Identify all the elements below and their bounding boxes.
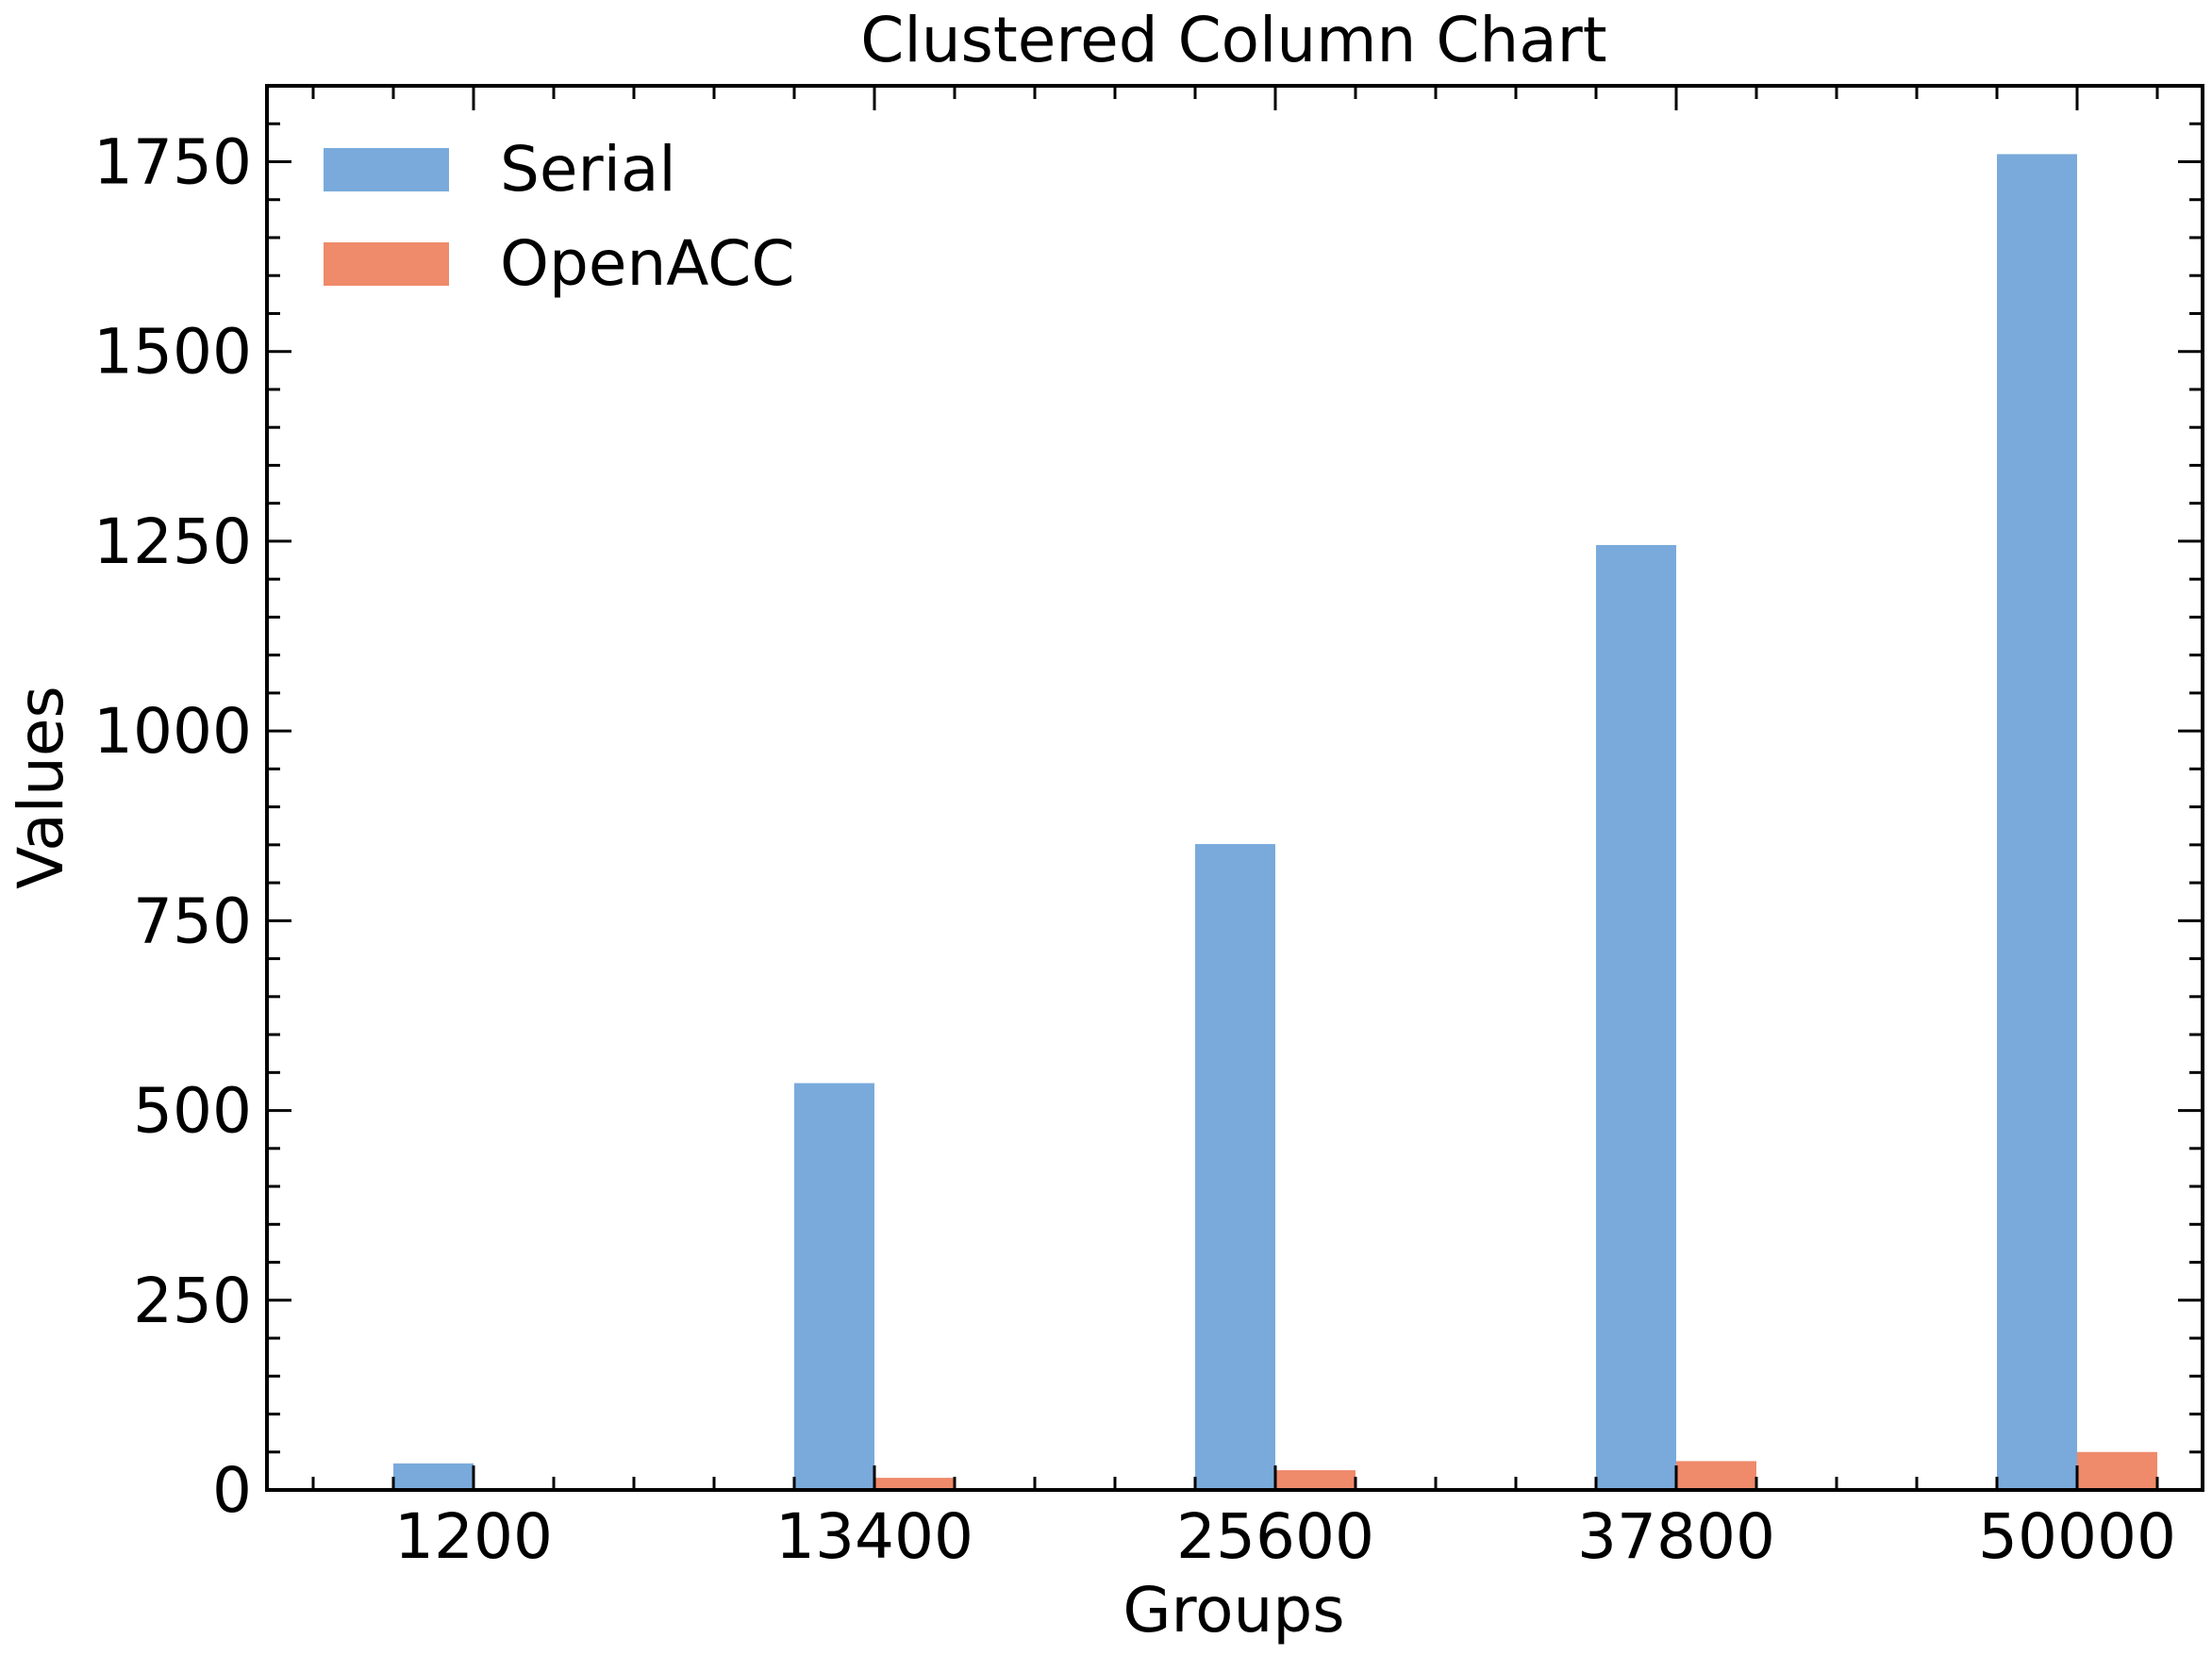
bar-openacc-37800 (1676, 1461, 1756, 1490)
legend-label-openacc: OpenACC (500, 227, 794, 300)
bar-openacc-13400 (874, 1478, 955, 1490)
legend: Serial OpenACC (324, 133, 794, 300)
x-axis-label: Groups (1123, 1574, 1344, 1647)
bar-serial-37800 (1596, 544, 1676, 1490)
plot-frame (265, 84, 2204, 1492)
bar-serial-1200 (393, 1463, 474, 1490)
bar-serial-50000 (1997, 154, 2077, 1490)
bar-openacc-50000 (2077, 1451, 2157, 1490)
legend-label-serial: Serial (500, 133, 676, 206)
chart-title: Clustered Column Chart (860, 4, 1606, 76)
y-axis-label: Values (5, 686, 77, 889)
bar-serial-13400 (794, 1083, 874, 1490)
y-tick-label: 500 (133, 1075, 252, 1148)
y-tick-label: 0 (212, 1454, 252, 1527)
y-tick-label: 750 (133, 885, 252, 957)
legend-swatch-openacc (324, 242, 449, 286)
y-tick-label: 1500 (93, 316, 252, 389)
legend-swatch-serial (324, 148, 449, 191)
bar-serial-25600 (1195, 844, 1275, 1490)
x-tick-label: 50000 (1978, 1500, 2176, 1573)
x-tick-label: 13400 (775, 1500, 973, 1573)
axis-ticks: 0 250 500 750 1000 1250 1500 1750 1200 13400 25600… (93, 84, 2203, 1573)
x-tick-label: 1200 (394, 1500, 553, 1573)
bar-openacc-25600 (1275, 1470, 1355, 1490)
y-tick-label: 1250 (93, 505, 252, 578)
y-tick-label: 1000 (93, 695, 252, 768)
y-tick-label: 1750 (93, 125, 252, 198)
x-tick-label: 25600 (1176, 1500, 1374, 1573)
y-tick-label: 250 (133, 1265, 252, 1337)
x-tick-label: 37800 (1577, 1500, 1775, 1573)
plot-area (393, 154, 2157, 1490)
